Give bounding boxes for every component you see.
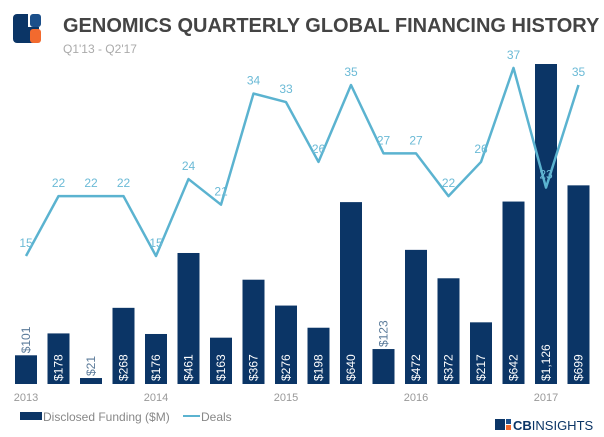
- svg-text:CBINSIGHTS: CBINSIGHTS: [513, 418, 594, 433]
- logo-text-bold: CB: [513, 418, 532, 433]
- logo-text: INSIGHTS: [532, 418, 594, 433]
- bar-funding: [437, 278, 460, 384]
- deals-point-label: 22: [442, 176, 456, 190]
- bar-label: $178: [52, 354, 66, 381]
- bar-label: $372: [442, 354, 456, 381]
- x-axis-year-label: 2014: [144, 392, 168, 404]
- x-axis-year-label: 2013: [14, 392, 38, 404]
- bar-label: $21: [84, 356, 98, 376]
- bar-funding: [405, 249, 427, 384]
- bar-label: $176: [149, 354, 163, 381]
- deals-point-label: 27: [409, 133, 423, 147]
- bar-funding: [567, 185, 590, 384]
- bar-funding: [535, 64, 557, 384]
- bar-funding: [80, 378, 102, 384]
- bar-label: $276: [279, 354, 293, 381]
- chart-title: GENOMICS QUARTERLY GLOBAL FINANCING HIST…: [63, 15, 600, 37]
- deals-point-label: 33: [279, 82, 293, 96]
- bar-funding: [340, 202, 362, 384]
- deals-point-label: 15: [149, 236, 163, 250]
- chart-subtitle: Q1'13 - Q2'17: [63, 42, 137, 56]
- x-axis-year-label: 2016: [404, 392, 428, 404]
- bar-funding: [372, 349, 395, 384]
- deals-point-label: 15: [19, 236, 33, 250]
- bar-funding: [275, 305, 297, 384]
- deals-point-label: 35: [344, 65, 358, 79]
- legend-label-funding: Disclosed Funding ($M): [43, 410, 170, 424]
- bar-label: $699: [572, 354, 586, 381]
- x-axis-year-label: 2017: [534, 392, 558, 404]
- bar-funding: [145, 333, 167, 384]
- bar-label: $461: [182, 354, 196, 381]
- legend-swatch-funding: [20, 412, 42, 420]
- deals-point-label: 34: [247, 74, 261, 88]
- deals-point-label: 23: [539, 168, 553, 182]
- bar-label: $640: [344, 354, 358, 381]
- bar-label: $472: [409, 354, 423, 381]
- deals-point-label: 22: [117, 176, 131, 190]
- bar-funding: [47, 333, 70, 384]
- deals-point-label: 26: [474, 142, 488, 156]
- bar-label: $268: [117, 354, 131, 381]
- bar-label: $101: [19, 326, 33, 353]
- bar-funding: [307, 327, 330, 384]
- cbinsights-logo: CBINSIGHTS: [495, 418, 594, 433]
- x-axis-year-label: 2015: [274, 392, 298, 404]
- bar-label: $198: [312, 354, 326, 381]
- deals-point-label: 26: [312, 142, 326, 156]
- bar-funding: [470, 322, 492, 384]
- bar-funding: [502, 201, 525, 384]
- deals-point-label: 37: [507, 48, 521, 62]
- bar-funding: [112, 307, 135, 384]
- bar-label: $163: [214, 354, 228, 381]
- legend-label-deals: Deals: [201, 410, 232, 424]
- bar-label: $1,126: [539, 344, 553, 381]
- deals-point-label: 35: [572, 65, 586, 79]
- bar-label: $367: [247, 354, 261, 381]
- bar-funding: [242, 279, 265, 384]
- header-logo-icon: [13, 14, 41, 43]
- bar-label: $123: [377, 320, 391, 347]
- bar-funding: [15, 355, 37, 384]
- deals-point-label: 21: [214, 185, 228, 199]
- deals-point-label: 22: [52, 176, 66, 190]
- legend: Disclosed Funding ($M) Deals: [20, 410, 232, 424]
- deals-point-label: 27: [377, 133, 391, 147]
- bar-label: $217: [474, 354, 488, 381]
- bar-funding: [177, 252, 200, 384]
- bar-funding: [210, 337, 232, 384]
- bar-label: $642: [507, 354, 521, 381]
- deals-point-label: 22: [84, 176, 98, 190]
- deals-point-label: 24: [182, 159, 196, 173]
- deals-line: [24, 66, 580, 258]
